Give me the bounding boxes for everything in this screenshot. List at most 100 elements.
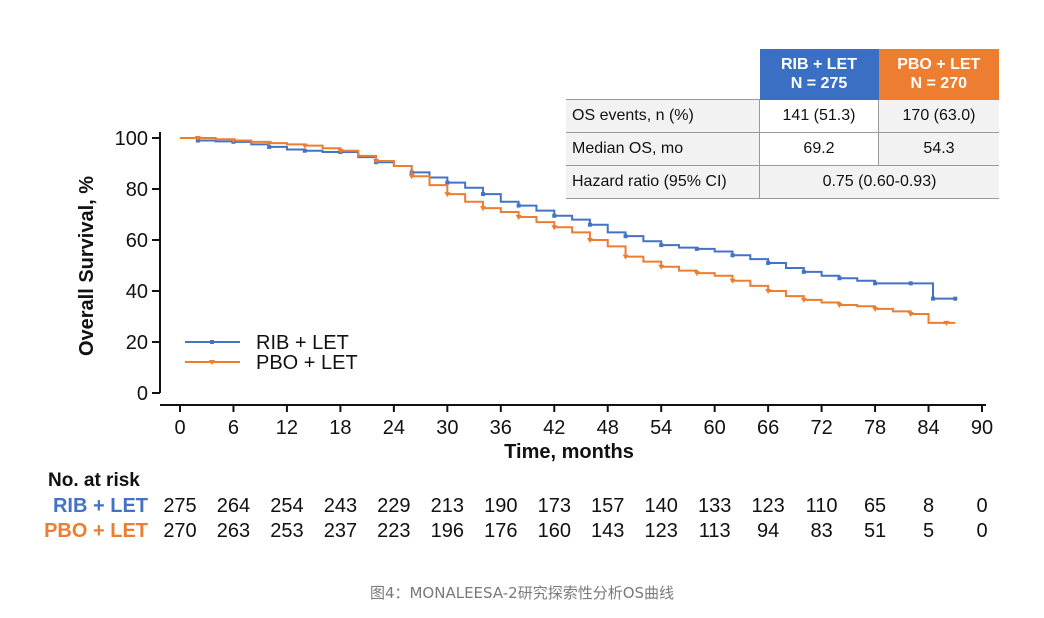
x-tick-label: 36 xyxy=(490,417,512,439)
pbo-let-censor-mark xyxy=(872,306,879,312)
pbo-let-censor-mark xyxy=(943,320,950,326)
y-tick-label: 80 xyxy=(126,179,148,201)
rib-let-censor-mark xyxy=(873,281,878,286)
risk-value: 243 xyxy=(324,495,357,517)
pbo-let-censor-mark xyxy=(765,289,772,294)
rib-let-censor-mark xyxy=(302,148,307,153)
pbo-let-censor-mark xyxy=(729,278,736,284)
risk-value: 229 xyxy=(377,495,410,517)
rib-let-censor-mark xyxy=(908,281,913,286)
risk-table: No. at risk RIB + LET 275 264 254 243 229 213 19… xyxy=(44,470,987,542)
row-median-os: Median OS, mo 69.2 54.3 xyxy=(566,132,999,166)
risk-value: 237 xyxy=(324,520,357,542)
y-tick-label: 0 xyxy=(137,383,148,405)
x-tick-label: 84 xyxy=(917,417,939,439)
x-tick-label: 60 xyxy=(704,417,726,439)
pbo-let-censor-mark xyxy=(444,192,451,198)
pbo-let-censor-mark xyxy=(800,297,807,303)
risk-value: 140 xyxy=(645,495,678,517)
risk-value: 223 xyxy=(377,520,410,542)
rib-let-censor-mark xyxy=(445,180,450,185)
risk-value: 65 xyxy=(864,495,886,517)
risk-value: 173 xyxy=(538,495,571,517)
risk-value: 157 xyxy=(591,495,624,517)
risk-value: 0 xyxy=(976,520,987,542)
survival-curves xyxy=(180,136,958,326)
x-tick-label: 30 xyxy=(436,417,458,439)
rib-let-censor-mark xyxy=(766,260,771,265)
risk-value: 83 xyxy=(810,520,832,542)
x-tick-label: 6 xyxy=(228,417,239,439)
legend-pbo-let-label: PBO + LET xyxy=(256,352,358,374)
risk-value: 196 xyxy=(431,520,464,542)
risk-row-label-pbo-let: PBO + LET xyxy=(44,520,148,542)
x-axis-title: Time, months xyxy=(504,441,634,463)
pbo-let-censor-mark xyxy=(693,271,700,277)
y-tick-label: 60 xyxy=(126,230,148,252)
y-tick-label: 20 xyxy=(126,332,148,354)
x-tick-label: 78 xyxy=(864,417,886,439)
x-tick-label: 48 xyxy=(597,417,619,439)
risk-value: 254 xyxy=(270,495,303,517)
legend-rib-let-label: RIB + LET xyxy=(256,332,349,354)
pbo-let-censor-mark xyxy=(301,143,308,149)
risk-value: 133 xyxy=(698,495,731,517)
rib-let-censor-mark xyxy=(552,213,557,218)
row-hazard-ratio: Hazard ratio (95% CI) 0.75 (0.60-0.93) xyxy=(566,165,999,199)
legend-pbo-let-marker xyxy=(209,360,215,365)
risk-value: 270 xyxy=(163,520,196,542)
row-os-events: OS events, n (%) 141 (51.3) 170 (63.0) xyxy=(566,99,999,133)
x-tick-label: 12 xyxy=(276,417,298,439)
risk-value: 8 xyxy=(923,495,934,517)
pbo-let-censor-mark xyxy=(194,136,201,141)
pbo-let-censor-mark xyxy=(836,303,843,309)
risk-value: 94 xyxy=(757,520,779,542)
risk-value: 113 xyxy=(699,520,731,542)
pbo-let-censor-mark xyxy=(551,225,558,231)
pbo-let-censor-mark xyxy=(408,174,415,180)
pbo-let-curve xyxy=(180,137,956,324)
pbo-let-censor-mark xyxy=(266,141,273,147)
rib-let-censor-mark xyxy=(801,269,806,274)
x-tick-label: 0 xyxy=(174,417,185,439)
risk-value: 123 xyxy=(751,495,784,517)
risk-value: 160 xyxy=(538,520,571,542)
rib-let-censor-mark xyxy=(659,243,664,248)
header-rib-let: RIB + LET N = 275 xyxy=(759,49,879,100)
pbo-let-censor-mark xyxy=(479,206,486,212)
risk-row-label-rib-let: RIB + LET xyxy=(53,495,148,517)
x-tick-label: 54 xyxy=(650,417,672,439)
risk-value: 0 xyxy=(976,495,987,517)
risk-value: 263 xyxy=(217,520,250,542)
header-pbo-let: PBO + LET N = 270 xyxy=(878,49,999,100)
rib-let-censor-mark xyxy=(837,276,842,281)
pbo-let-censor-mark xyxy=(373,158,380,164)
risk-value: 5 xyxy=(923,520,934,542)
risk-value: 190 xyxy=(484,495,517,517)
legend-rib-let-marker xyxy=(210,340,214,344)
rib-let-censor-mark xyxy=(267,144,272,149)
rib-let-censor-mark xyxy=(516,203,521,208)
risk-value: 213 xyxy=(431,495,464,517)
x-tick-label: 90 xyxy=(971,417,993,439)
risk-value: 110 xyxy=(806,495,838,517)
risk-value: 176 xyxy=(484,520,517,542)
risk-value: 51 xyxy=(864,520,886,542)
pbo-let-censor-mark xyxy=(230,138,237,144)
axes: 0 20 40 60 80 100 0 6 12 18 24 30 36 42 48 54 60 66 72 78 84… xyxy=(76,128,993,463)
risk-value: 264 xyxy=(217,495,250,517)
x-tick-label: 66 xyxy=(757,417,779,439)
y-tick-label: 100 xyxy=(115,128,148,150)
figure-caption: 图4：MONALEESA-2研究探索性分析OS曲线 xyxy=(369,584,675,602)
rib-let-censor-mark xyxy=(587,222,592,227)
x-tick-label: 24 xyxy=(383,417,405,439)
y-axis-title: Overall Survival, % xyxy=(76,176,98,356)
rib-let-censor-mark xyxy=(694,246,699,251)
pbo-let-censor-mark xyxy=(907,311,914,317)
risk-table-title: No. at risk xyxy=(48,470,140,491)
rib-let-censor-mark xyxy=(730,253,735,258)
rib-let-censor-mark xyxy=(623,234,628,239)
risk-value: 275 xyxy=(163,495,196,517)
x-tick-label: 72 xyxy=(810,417,832,439)
